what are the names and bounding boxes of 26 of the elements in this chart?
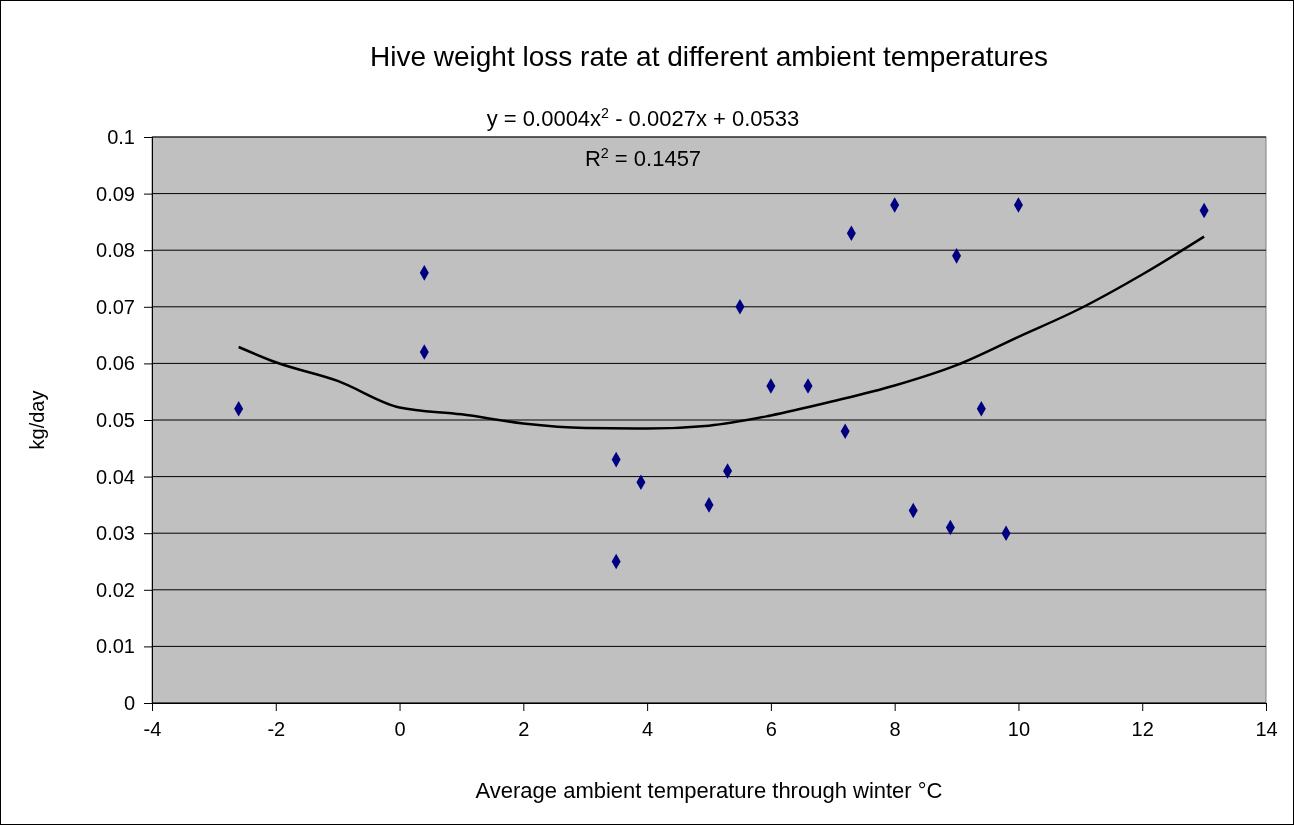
y-tick-label: 0.05 <box>96 408 135 431</box>
x-tick-label: 12 <box>1131 718 1154 740</box>
y-tick-label: 0.1 <box>107 125 135 148</box>
x-tick-label: 8 <box>889 718 901 740</box>
y-tick-label: 0.08 <box>96 239 135 262</box>
y-tick-label: 0.02 <box>96 578 135 601</box>
y-tick-label: 0.04 <box>96 465 135 488</box>
x-tick-label: -4 <box>143 718 162 740</box>
y-tick-label: 0.03 <box>96 522 135 545</box>
x-tick-label: 6 <box>765 718 777 740</box>
y-tick-label: 0.01 <box>96 635 135 658</box>
x-tick-label: 4 <box>642 718 654 740</box>
chart-title: Hive weight loss rate at different ambient temperatures <box>369 41 1049 72</box>
x-tick-label: 0 <box>394 718 406 740</box>
y-tick-label: 0 <box>123 691 135 714</box>
x-axis-title: Average ambient temperature through winter °C <box>475 778 943 803</box>
y-tick-label: 0.09 <box>96 182 135 205</box>
annotation: R$^{2}$ = 0.1457 <box>584 145 702 171</box>
y-axis-title: kg/day <box>26 390 48 450</box>
y-tick-label: 0.06 <box>96 352 135 375</box>
x-tick-label: 10 <box>1007 718 1031 740</box>
text: y = 0.0004x$^{2}$ - 0.0027x + 0.0533 <box>486 105 800 131</box>
y-tick-label: 0.07 <box>96 295 135 318</box>
x-tick-label: 14 <box>1255 718 1278 740</box>
x-tick-label: -2 <box>267 718 286 740</box>
x-tick-label: 2 <box>518 718 530 740</box>
